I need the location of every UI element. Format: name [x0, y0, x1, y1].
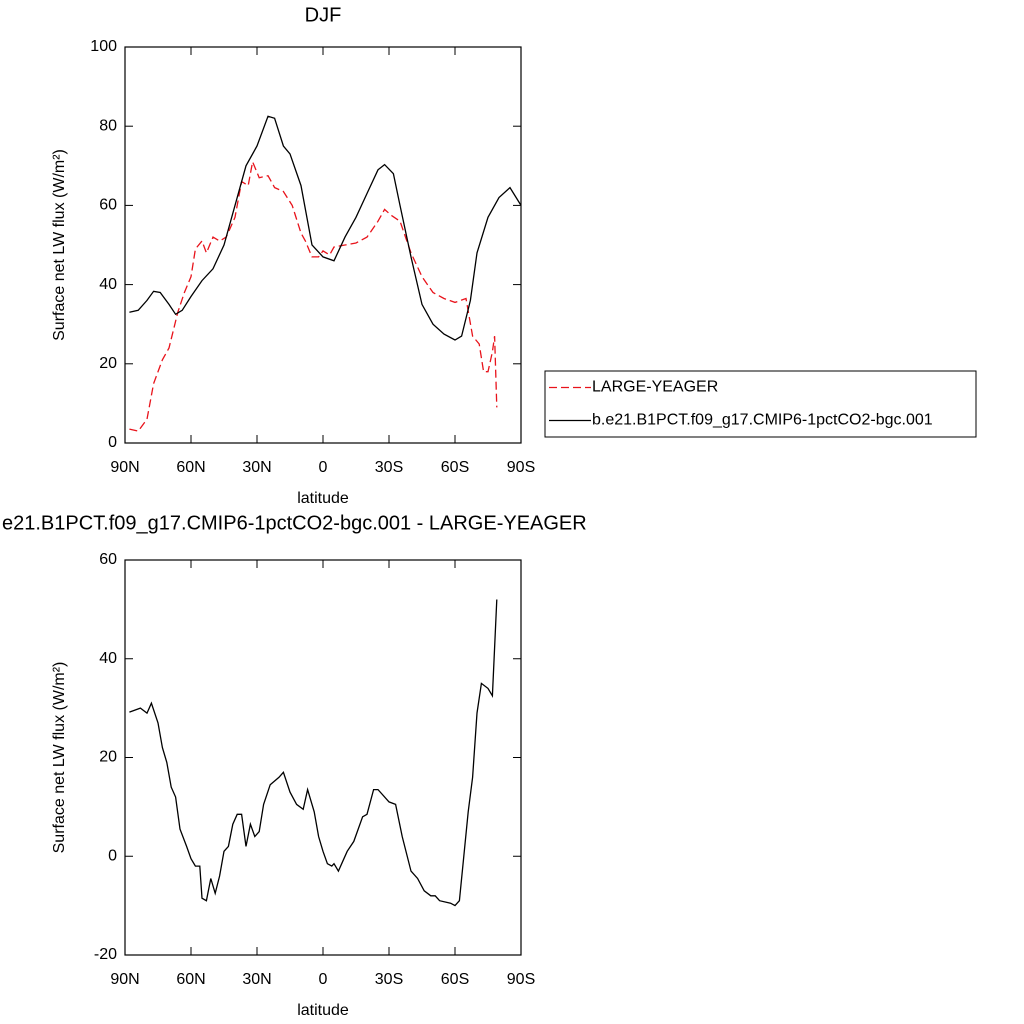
y-tick-label: -20 [94, 946, 117, 963]
y-tick-label: 40 [99, 650, 117, 667]
x-tick-label: 0 [319, 459, 328, 476]
y-axis-label: Surface net LW flux (W/m²) [51, 662, 68, 854]
y-tick-label: 40 [99, 276, 117, 293]
y-tick-label: 20 [99, 355, 117, 372]
y-tick-label: 60 [99, 197, 117, 214]
y-tick-label: 0 [108, 434, 117, 451]
x-tick-label: 30S [375, 971, 403, 988]
y-tick-label: 60 [99, 551, 117, 568]
chart-title: e21.B1PCT.f09_g17.CMIP6-1pctCO2-bgc.001 … [2, 512, 587, 534]
x-tick-label: 0 [319, 971, 328, 988]
x-tick-label: 60N [176, 971, 205, 988]
chart-title: DJF [305, 4, 342, 26]
y-axis-label: Surface net LW flux (W/m²) [51, 149, 68, 341]
x-tick-label: 60S [441, 459, 469, 476]
plot-frame [124, 559, 522, 956]
x-tick-label: 30N [242, 971, 271, 988]
x-tick-label: 90N [110, 459, 139, 476]
x-axis-label: latitude [297, 490, 349, 507]
x-tick-label: 60N [176, 459, 205, 476]
data-line [129, 115, 522, 341]
y-tick-label: 80 [99, 117, 117, 134]
legend-label: LARGE-YEAGER [592, 379, 718, 396]
x-tick-label: 90N [110, 971, 139, 988]
data-line [129, 599, 498, 907]
x-tick-label: 30S [375, 459, 403, 476]
plot-frame [124, 46, 522, 444]
x-axis-label: latitude [297, 1002, 349, 1019]
x-tick-label: 90S [507, 459, 535, 476]
y-tick-label: 20 [99, 749, 117, 766]
x-tick-label: 60S [441, 971, 469, 988]
x-tick-label: 90S [507, 971, 535, 988]
legend-label: b.e21.B1PCT.f09_g17.CMIP6-1pctCO2-bgc.00… [592, 412, 933, 429]
legend-box [544, 370, 977, 438]
y-tick-label: 100 [90, 38, 117, 55]
x-tick-label: 30N [242, 459, 271, 476]
data-line [129, 159, 498, 432]
y-tick-label: 0 [108, 847, 117, 864]
